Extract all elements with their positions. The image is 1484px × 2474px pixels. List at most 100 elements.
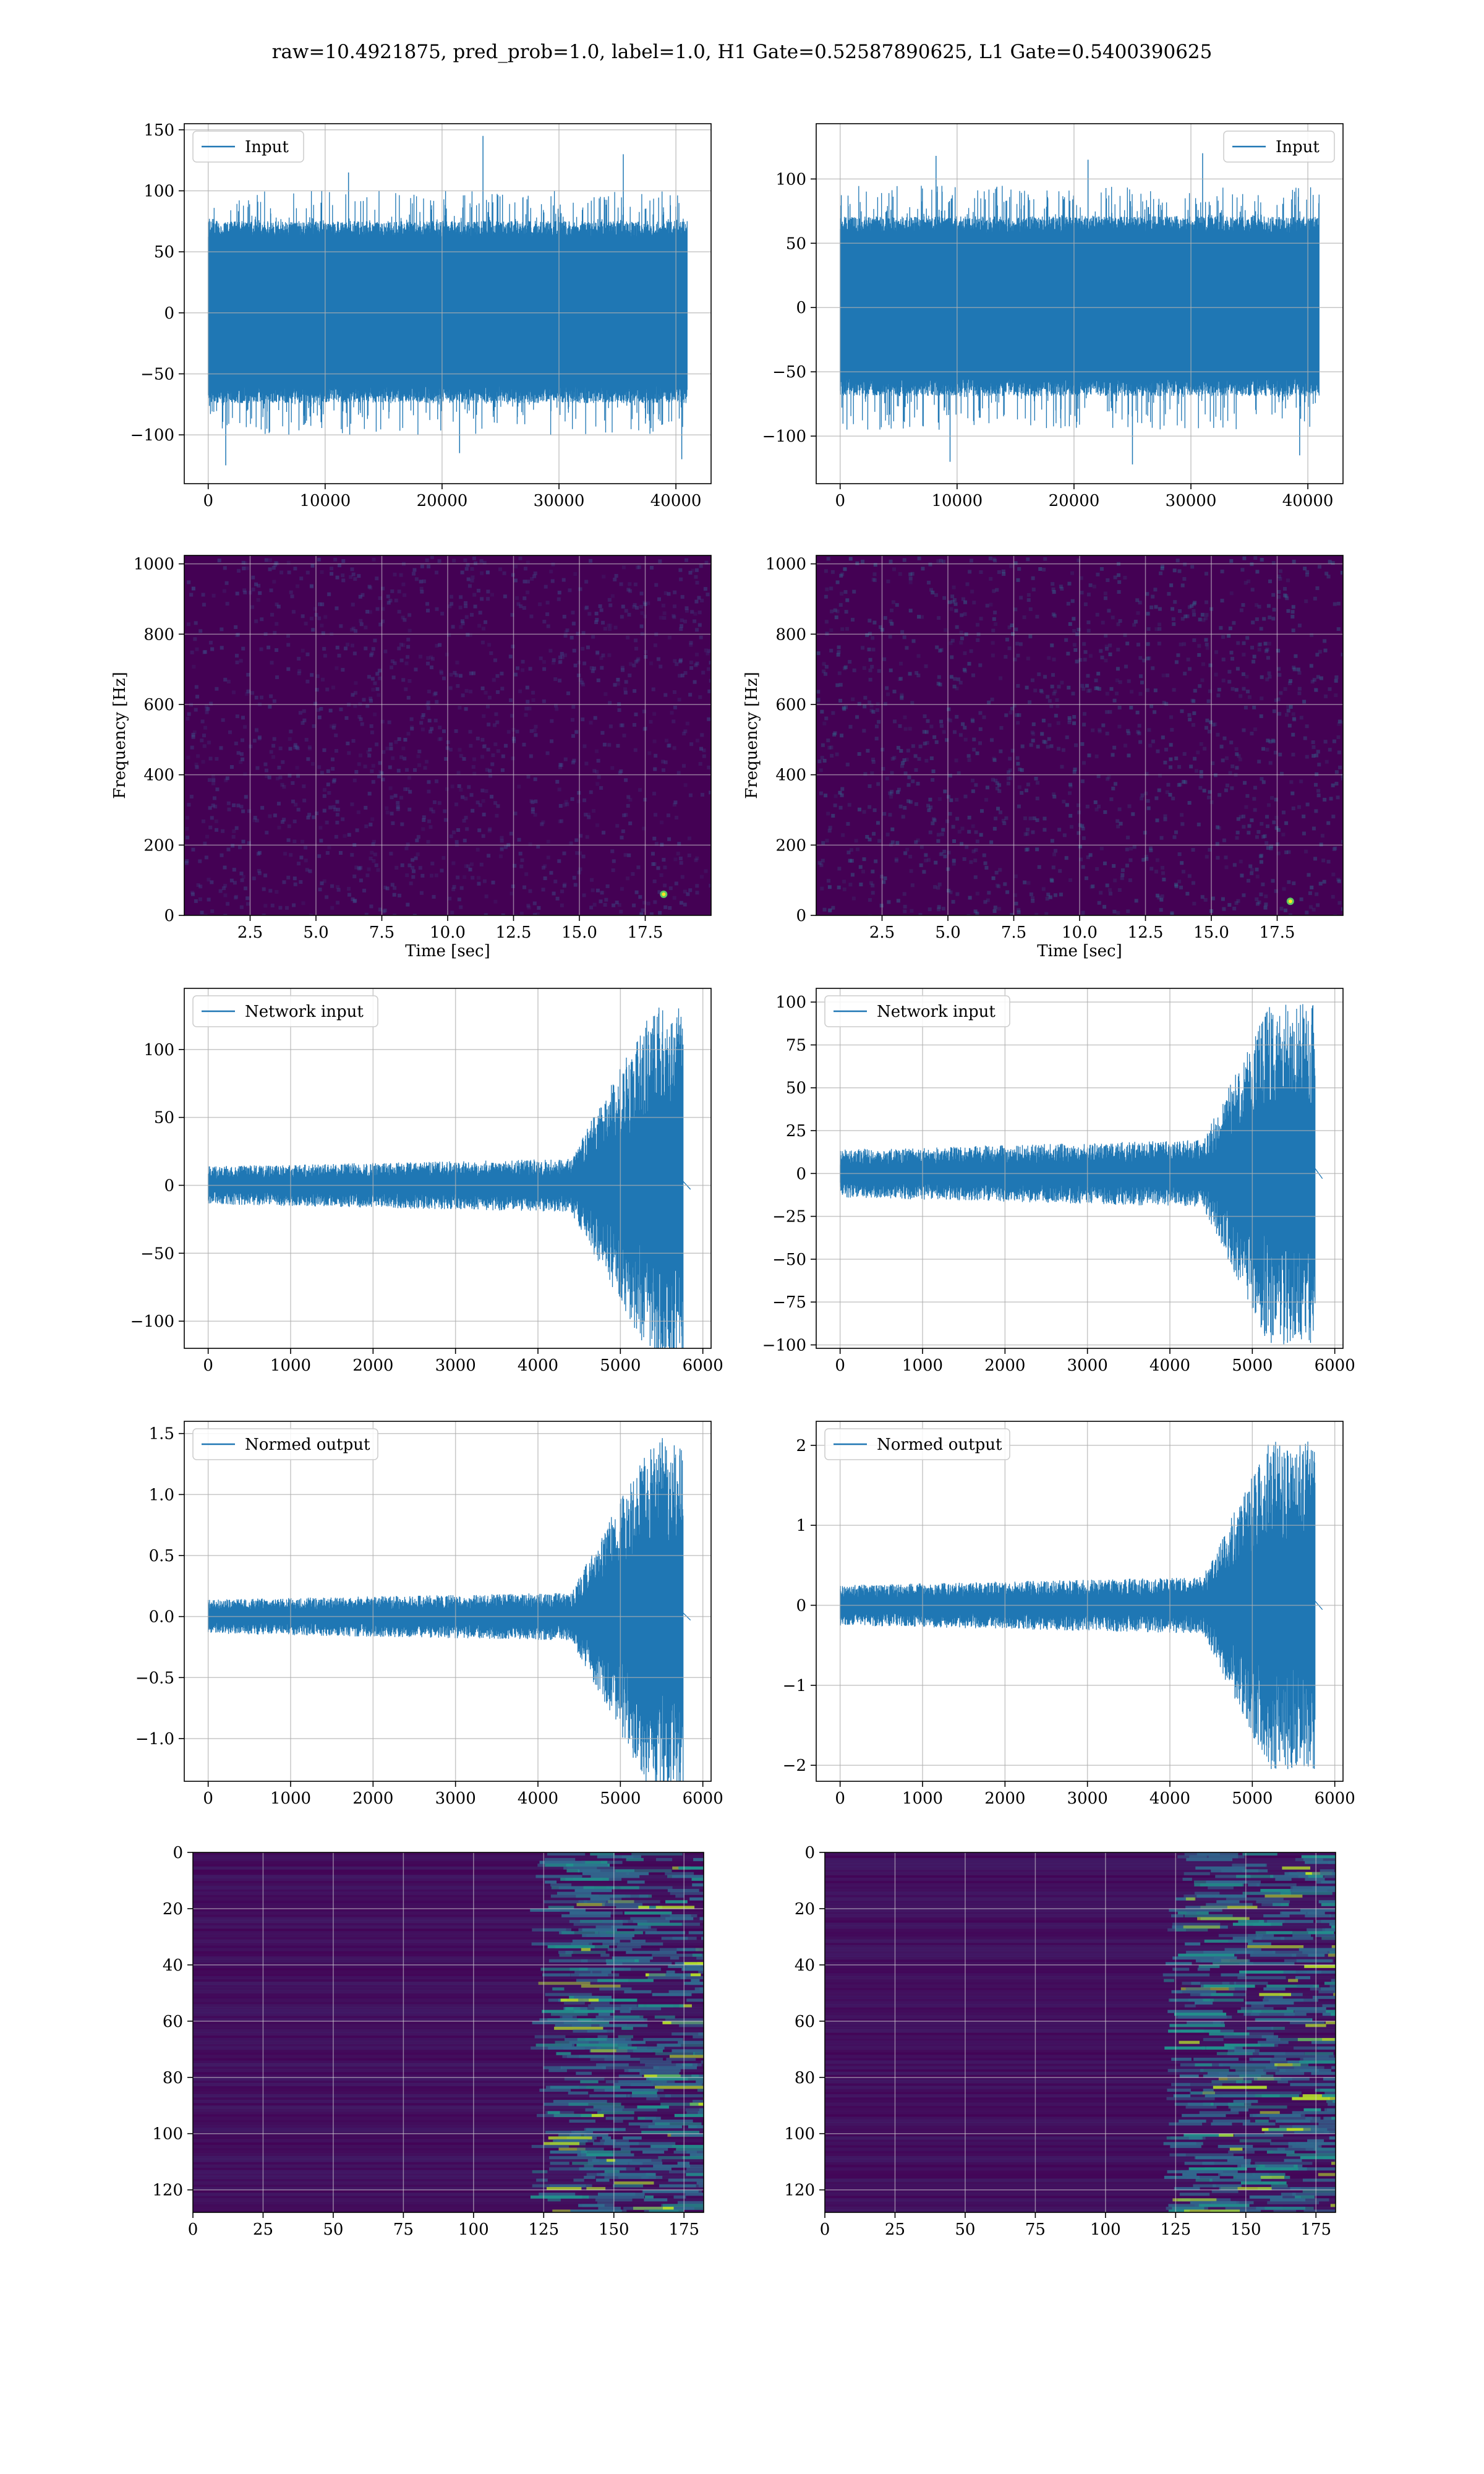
spectrogram-cell [389, 742, 393, 747]
spectrogram-cell [278, 775, 283, 779]
spectrogram-cell [603, 902, 607, 907]
spectrogram-cell [1097, 901, 1101, 905]
axes-frame [184, 1421, 712, 1782]
spectrogram-cell [513, 672, 518, 677]
spectrogram-cell [620, 887, 624, 891]
feature-activation [1326, 2100, 1336, 2104]
feature-activation [699, 1917, 704, 1920]
spectrogram-cell [466, 577, 471, 581]
spectrogram-cell [386, 601, 391, 605]
spectrogram-cell [480, 571, 484, 575]
spectrogram-cell [252, 876, 256, 881]
feature-activation [1204, 2167, 1233, 2171]
spectrogram-cell [1216, 855, 1220, 860]
spectrogram-cell [1009, 711, 1013, 715]
spectrogram-cell [420, 727, 425, 732]
x-tick-label: 3000 [1067, 1789, 1108, 1808]
spectrogram-cell [274, 561, 278, 565]
spectrogram-cell [359, 622, 364, 627]
spectrogram-cell [667, 743, 671, 748]
legend-box [192, 1428, 378, 1460]
spectrogram-cell [1017, 713, 1021, 717]
spectrogram-cell [973, 875, 978, 880]
spectrogram-cell [989, 576, 993, 581]
feature-activation [634, 1928, 657, 1932]
spectrogram-cell [700, 875, 704, 879]
feature-activation [1257, 2040, 1289, 2044]
spectrogram-cell [1094, 678, 1098, 683]
feature-row [825, 2147, 1336, 2151]
spectrogram-cell [1170, 912, 1174, 915]
spectrogram-cell [636, 565, 640, 570]
feature-activation [1331, 2162, 1336, 2165]
feature-activation [620, 1886, 673, 1890]
spectrogram-cell [898, 724, 902, 728]
spectrogram-cell [1100, 656, 1104, 660]
feature-activation [1294, 2066, 1324, 2070]
spectrogram-cell [353, 577, 357, 581]
spectrogram-cell [1242, 893, 1246, 897]
spectrogram-cell [1180, 822, 1185, 826]
spectrogram-cell [226, 902, 230, 906]
spectrogram-cell [1147, 656, 1151, 661]
feature-activation [703, 2097, 704, 2100]
spectrogram-cell [849, 848, 853, 852]
spectrogram-cell [932, 735, 937, 739]
spectrogram-cell [223, 893, 228, 897]
spectrogram-cell [319, 706, 323, 711]
spectrogram-cell [995, 781, 999, 785]
spectrogram-cell [819, 768, 823, 773]
spectrogram-cell [252, 818, 257, 823]
spectrogram-cell [673, 857, 678, 862]
feature-activation [1247, 2026, 1274, 2030]
spectrogram-cell [289, 853, 293, 857]
feature-activation [1201, 1993, 1234, 1997]
spectrogram-cell [682, 732, 686, 736]
feature-activation [1302, 2189, 1336, 2193]
spectrogram-cell [312, 815, 316, 820]
spectrogram-cell [638, 895, 642, 899]
spectrogram-cell [1271, 561, 1276, 565]
feature-activation [1261, 2128, 1320, 2131]
spectrogram-cell [458, 674, 463, 678]
spectrogram-cell [1016, 578, 1020, 582]
spectrogram-cell [339, 707, 343, 711]
spectrogram-cell [654, 583, 659, 587]
feature-activation [1290, 2187, 1336, 2191]
spectrogram-cell [366, 750, 370, 754]
spectrogram-cell [459, 754, 463, 758]
x-tick-label: 3000 [435, 1789, 476, 1808]
spectrogram-cell [563, 633, 568, 638]
spectrogram-cell [362, 888, 367, 892]
spectrogram-cell [420, 564, 424, 568]
spectrogram-cell [871, 648, 876, 652]
spectrogram-cell [1277, 673, 1282, 677]
feature-activation [569, 2119, 595, 2123]
spectrogram-cell [275, 622, 279, 626]
feature-activation [1234, 2032, 1274, 2036]
feature-activation [591, 2001, 610, 2005]
spectrogram-cell [942, 730, 946, 734]
spectrogram-cell [694, 599, 699, 604]
spectrogram-cell [278, 905, 283, 910]
spectrogram-cell [1116, 622, 1120, 627]
feature-row [825, 1973, 1336, 1977]
feature-row [825, 2122, 1336, 2126]
spectrogram-cell [305, 679, 310, 683]
spectrogram-cell [624, 813, 628, 817]
y-tick-label: 25 [786, 1122, 806, 1141]
feature-row [825, 2004, 1336, 2008]
feature-activation [549, 2167, 598, 2171]
spectrogram-cell [1050, 685, 1054, 689]
spectrogram-cell [937, 797, 942, 802]
spectrogram-cell [419, 580, 423, 584]
spectrogram-cell [688, 570, 693, 575]
spectrogram-cell [1136, 643, 1140, 647]
y-tick-label: −1 [783, 1677, 806, 1695]
spectrogram-cell [1117, 580, 1122, 584]
feature-row [193, 2026, 704, 2030]
spectrogram-cell [270, 904, 275, 908]
legend-box [1223, 131, 1335, 163]
spectrogram-cell [354, 865, 359, 870]
x-tick-label: 0 [820, 2220, 830, 2239]
